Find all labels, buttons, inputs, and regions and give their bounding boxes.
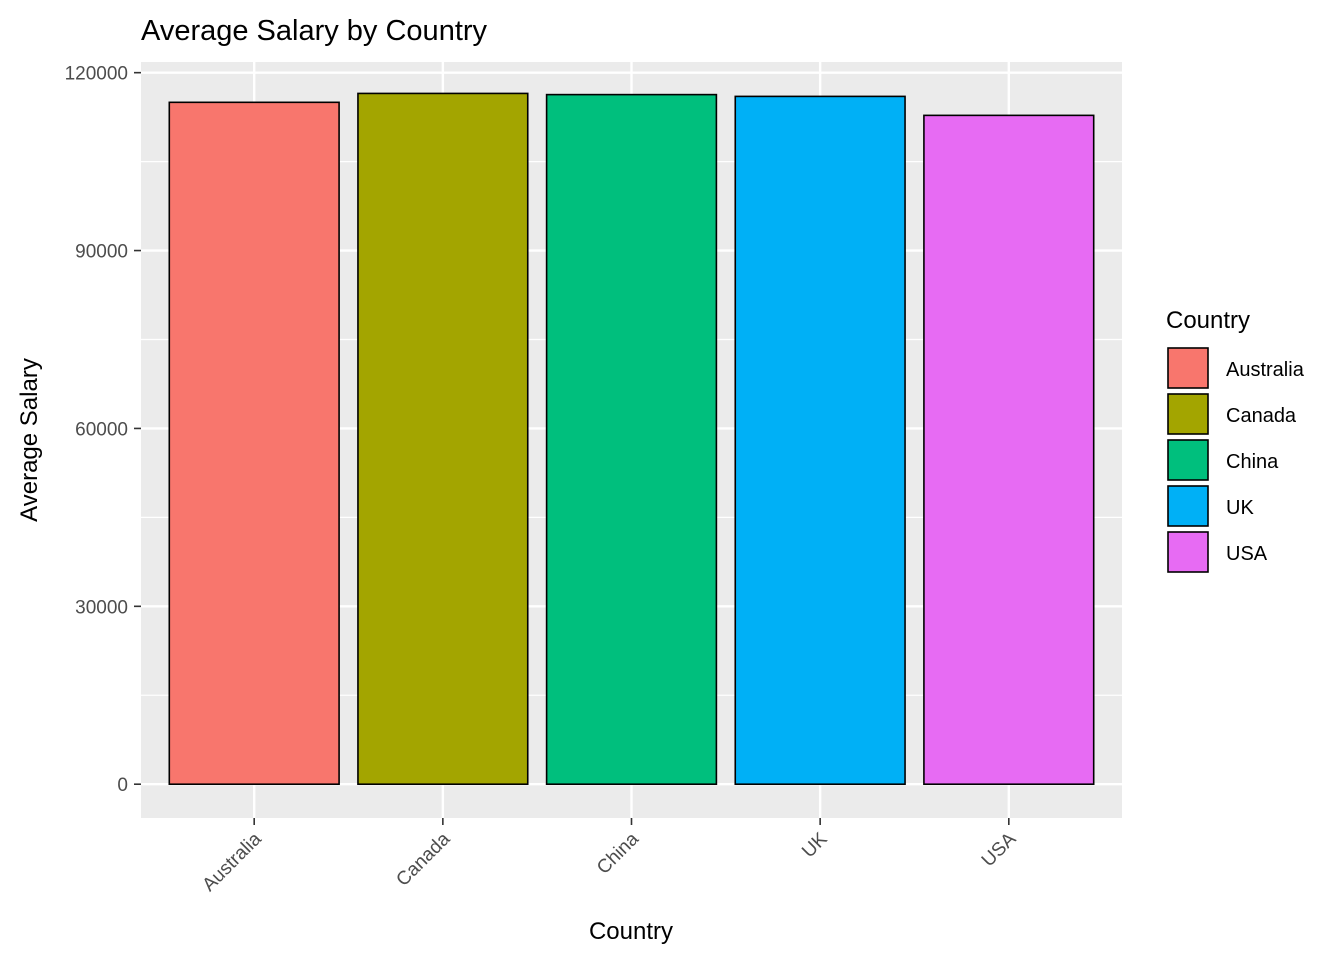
y-tick-label: 90000: [75, 242, 128, 263]
x-tick-label: China: [593, 828, 643, 878]
y-tick-label: 0: [117, 775, 128, 796]
bar-usa: [923, 114, 1095, 786]
legend-swatch-canada: [1167, 393, 1209, 435]
legend-swatch-uk: [1167, 485, 1209, 527]
y-axis: 0 30000 60000 90000 120000: [65, 64, 141, 796]
chart-title: Average Salary by Country: [141, 15, 488, 47]
legend-label: Australia: [1226, 359, 1305, 381]
y-tick-label: 120000: [65, 64, 128, 85]
legend-swatch-australia: [1167, 347, 1209, 389]
legend-swatch-usa: [1167, 531, 1209, 573]
y-tick-label: 30000: [75, 597, 128, 618]
x-tick-label: USA: [978, 828, 1021, 871]
legend: Country Australia Canada China UK USA: [1166, 307, 1305, 573]
legend-label: USA: [1226, 543, 1268, 565]
y-axis-title: Average Salary: [16, 358, 43, 522]
bar-canada: [357, 92, 529, 786]
legend-label: Canada: [1226, 405, 1297, 427]
x-tick-label: Canada: [392, 828, 454, 890]
x-tick-label: UK: [798, 828, 832, 862]
x-axis: Australia Canada China UK USA: [199, 818, 1021, 896]
legend-title: Country: [1166, 307, 1250, 334]
legend-label: China: [1226, 451, 1279, 473]
bar-china: [545, 93, 718, 786]
x-tick-label: Australia: [199, 828, 266, 895]
legend-label: UK: [1226, 497, 1254, 519]
x-axis-title: Country: [589, 918, 673, 945]
y-tick-label: 60000: [75, 419, 128, 440]
legend-swatch-china: [1167, 439, 1209, 481]
bar-australia: [168, 101, 340, 786]
bars: [168, 92, 1095, 786]
bar-uk: [734, 95, 906, 786]
